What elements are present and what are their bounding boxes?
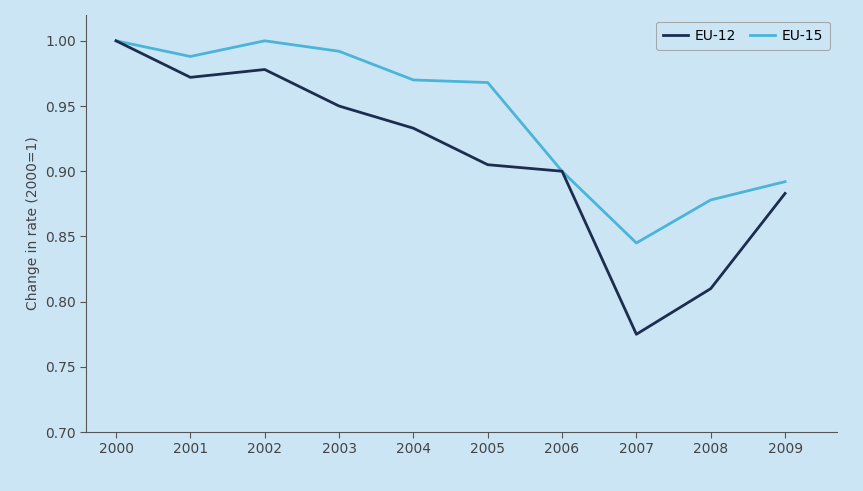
EU-12 [334, 103, 344, 109]
Legend: EU-12, EU-15: EU-12, EU-15 [656, 22, 830, 50]
EU-12 [186, 75, 196, 81]
EU-12 [482, 162, 493, 167]
EU-15 [110, 38, 121, 44]
EU-15 [557, 168, 567, 174]
EU-15 [334, 48, 344, 54]
EU-12 [408, 125, 419, 131]
EU-15 [631, 240, 641, 246]
EU-15 [706, 197, 716, 203]
EU-12 [706, 286, 716, 292]
EU-12 [631, 331, 641, 337]
EU-12 [110, 38, 121, 44]
EU-15 [482, 80, 493, 85]
EU-12 [780, 191, 791, 196]
EU-15 [260, 38, 270, 44]
Line: EU-12: EU-12 [116, 41, 785, 334]
EU-15 [186, 54, 196, 59]
Line: EU-15: EU-15 [116, 41, 785, 243]
EU-15 [780, 179, 791, 185]
EU-12 [557, 168, 567, 174]
Y-axis label: Change in rate (2000=1): Change in rate (2000=1) [26, 136, 40, 310]
EU-12 [260, 67, 270, 73]
EU-15 [408, 77, 419, 83]
